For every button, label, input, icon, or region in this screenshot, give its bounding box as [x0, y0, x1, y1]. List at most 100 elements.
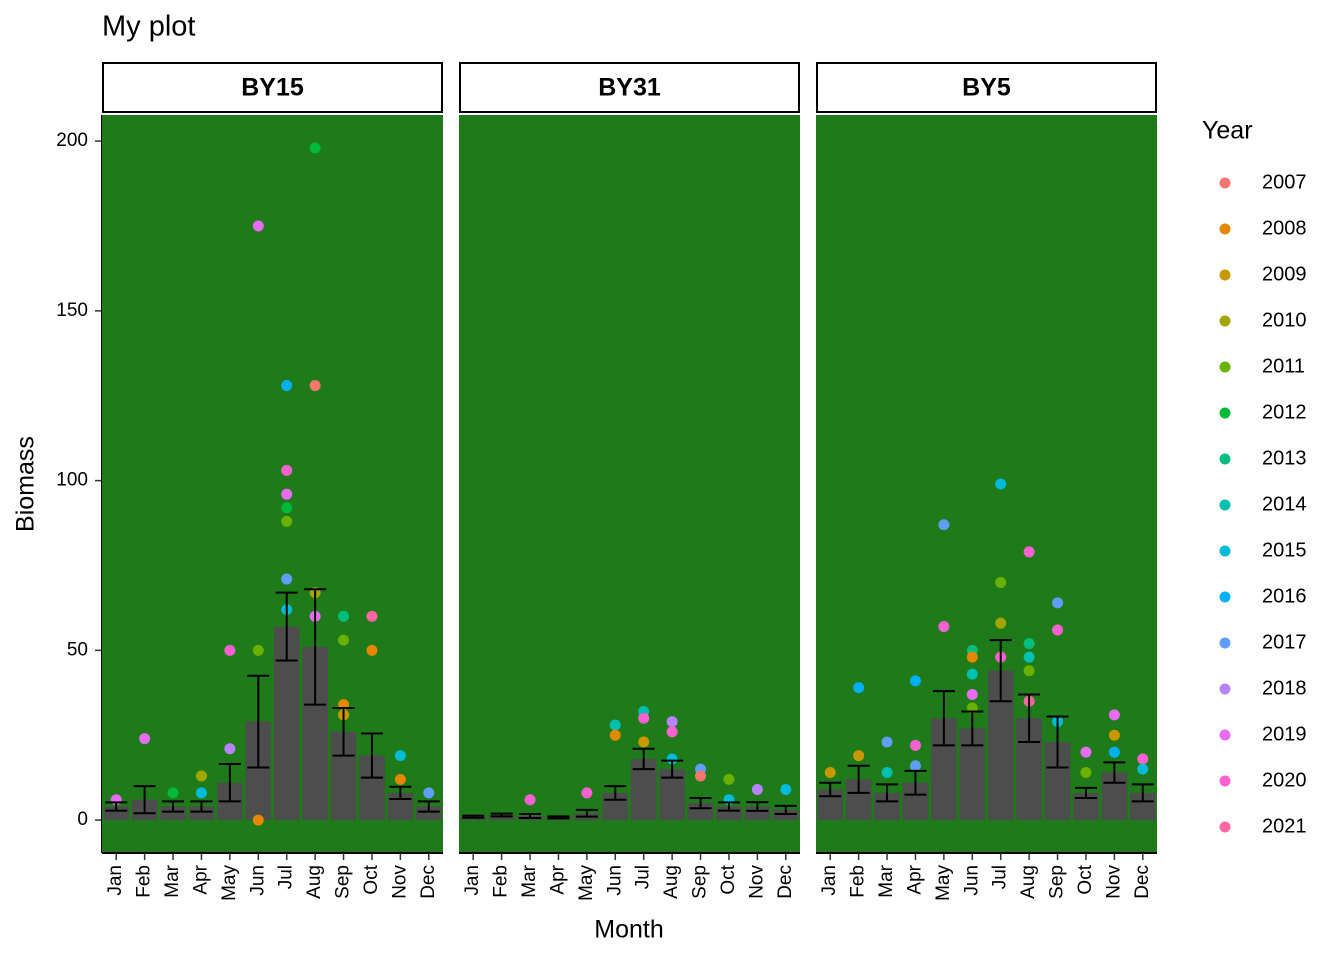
- legend-label: 2010: [1262, 309, 1307, 331]
- data-point: [1080, 746, 1092, 758]
- error-bar: [490, 812, 513, 818]
- data-point: [195, 787, 207, 799]
- data-point: [966, 688, 978, 700]
- y-tick-label: 50: [67, 639, 88, 660]
- error-bar: [105, 801, 128, 812]
- data-point: [338, 610, 350, 622]
- x-tick-label: Dec: [775, 865, 796, 899]
- x-tick-label: Jan: [105, 865, 126, 896]
- legend-label: 2013: [1262, 447, 1307, 469]
- x-axis-label: Month: [594, 916, 663, 944]
- legend-label: 2008: [1262, 217, 1307, 239]
- data-point: [909, 760, 921, 772]
- error-bar: [1103, 761, 1126, 784]
- error-bar: [162, 800, 185, 813]
- error-bar: [819, 781, 842, 798]
- x-tick-label: Jul: [276, 865, 297, 889]
- x-tick-label: Sep: [690, 865, 711, 899]
- legend-key: [1219, 637, 1231, 649]
- x-tick-label: Aug: [1018, 865, 1039, 899]
- data-point: [394, 773, 406, 785]
- facet-strip: [459, 62, 800, 113]
- error-bar: [961, 710, 984, 747]
- x-tick-label: Nov: [746, 865, 767, 899]
- data-point: [1023, 651, 1035, 663]
- data-point: [252, 644, 264, 656]
- x-tick-label: Feb: [848, 865, 869, 898]
- facet-strip: [102, 62, 443, 113]
- data-point: [394, 750, 406, 762]
- x-tick-label: Jun: [247, 865, 268, 896]
- data-point: [938, 621, 950, 633]
- data-point: [1023, 546, 1035, 558]
- legend-key: [1219, 729, 1231, 741]
- error-bar: [389, 785, 412, 801]
- data-point: [751, 784, 763, 796]
- legend-label: 2007: [1262, 171, 1307, 193]
- error-bar: [332, 707, 355, 757]
- x-tick-label: Aug: [661, 865, 682, 899]
- legend-key: [1219, 775, 1231, 787]
- x-tick-label: Oct: [718, 864, 739, 894]
- x-tick-label: Jun: [604, 865, 625, 896]
- y-tick-label: 150: [56, 300, 88, 321]
- y-tick-label: 100: [56, 470, 88, 491]
- data-point: [581, 787, 593, 799]
- error-bar: [1131, 783, 1154, 803]
- legend-label: 2019: [1262, 723, 1307, 745]
- x-tick-label: May: [576, 865, 597, 901]
- legend-title: Year: [1202, 117, 1253, 145]
- data-point: [524, 794, 536, 806]
- data-point: [695, 770, 707, 782]
- data-point: [966, 651, 978, 663]
- x-tick-label: Feb: [491, 865, 512, 898]
- data-point: [995, 576, 1007, 588]
- bar: [416, 806, 442, 821]
- data-point: [281, 515, 293, 527]
- data-point: [1108, 709, 1120, 721]
- facet-label: BY31: [598, 74, 661, 102]
- x-tick-label: Mar: [519, 864, 540, 897]
- data-point: [139, 733, 151, 745]
- legend-label: 2017: [1262, 631, 1307, 653]
- x-tick-label: Feb: [134, 865, 155, 898]
- legend-key: [1219, 545, 1231, 557]
- x-tick-label: May: [219, 865, 240, 901]
- data-point: [666, 726, 678, 738]
- x-tick-label: Jun: [961, 865, 982, 896]
- x-tick-label: Jul: [990, 865, 1011, 889]
- legend-key: [1219, 453, 1231, 465]
- data-point: [853, 682, 865, 694]
- legend-key: [1219, 407, 1231, 419]
- error-bar: [247, 674, 270, 769]
- legend-label: 2009: [1262, 263, 1307, 285]
- error-bar: [218, 763, 241, 803]
- legend-key: [1219, 683, 1231, 695]
- data-point: [1080, 767, 1092, 779]
- x-tick-label: Nov: [389, 865, 410, 899]
- legend-key: [1219, 223, 1231, 235]
- data-point: [366, 610, 378, 622]
- x-tick-label: Sep: [1047, 865, 1068, 899]
- bar: [188, 806, 215, 821]
- x-tick-label: Mar: [162, 864, 183, 897]
- error-bar: [1018, 693, 1041, 743]
- legend-key: [1219, 269, 1231, 281]
- x-tick-label: Apr: [904, 864, 925, 894]
- bar: [160, 806, 186, 821]
- data-point: [853, 750, 865, 762]
- data-point: [309, 142, 321, 154]
- x-tick-label: Jul: [633, 865, 654, 889]
- data-point: [609, 729, 621, 741]
- x-tick-label: May: [933, 865, 954, 901]
- legend-label: 2012: [1262, 401, 1307, 423]
- data-point: [252, 220, 264, 232]
- data-point: [423, 787, 435, 799]
- x-tick-label: Jan: [462, 865, 483, 896]
- data-point: [1108, 746, 1120, 758]
- y-tick-label: 200: [56, 130, 88, 151]
- data-point: [1052, 597, 1064, 609]
- error-bar: [133, 785, 156, 815]
- error-bar: [689, 797, 712, 810]
- legend-key: [1219, 821, 1231, 833]
